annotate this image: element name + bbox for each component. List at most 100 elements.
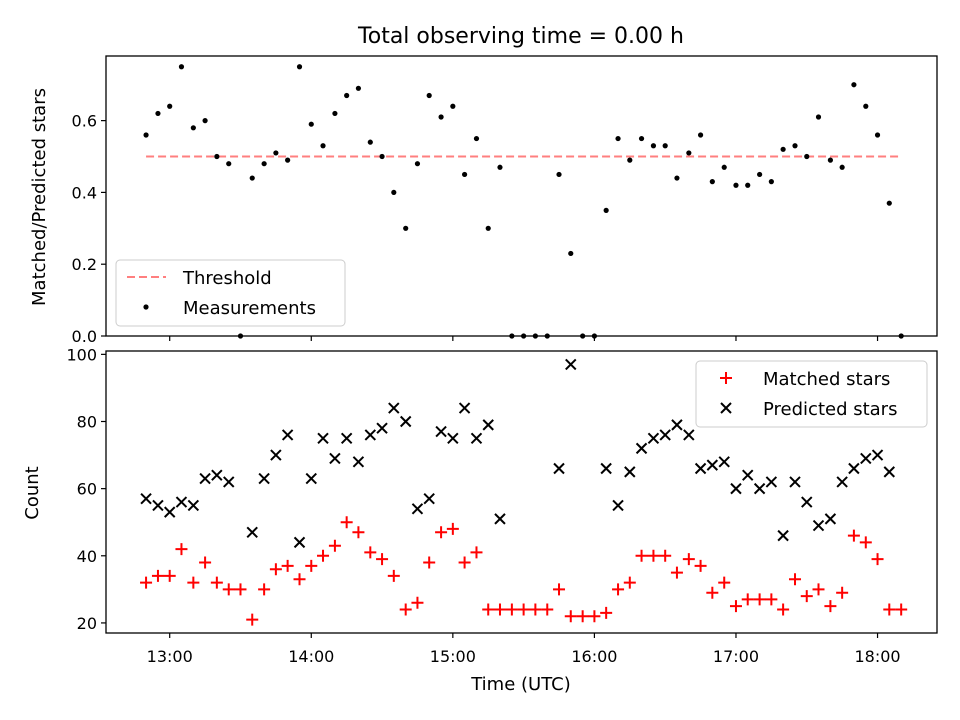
matched-star-point xyxy=(824,600,837,613)
count-y-tick-label: 20 xyxy=(77,614,97,633)
matched-star-point xyxy=(482,603,495,616)
measurement-point xyxy=(650,143,657,149)
matched-star-point xyxy=(293,573,306,586)
matched-star-point xyxy=(493,603,506,616)
count-y-tick-label: 40 xyxy=(77,547,97,566)
ratio-x-ticks xyxy=(169,336,879,341)
matched-star-point xyxy=(647,549,660,562)
predicted-star-point xyxy=(860,452,872,465)
measurement-point xyxy=(568,250,574,257)
predicted-star-point xyxy=(777,529,789,542)
measurement-point xyxy=(308,121,314,127)
measurement-point xyxy=(839,164,845,170)
predicted-star-point xyxy=(447,432,459,444)
matched-star-point xyxy=(659,549,672,562)
matched-star-point xyxy=(423,556,436,569)
count-panel: 20 40 60 80 100 13:00 14:00 15:00 16:00 17:00 18:… xyxy=(22,345,938,695)
measurement-point xyxy=(391,189,397,196)
matched-star-point xyxy=(281,559,294,572)
matched-star-point xyxy=(458,556,471,569)
matched-star-point xyxy=(446,522,459,535)
matched-star-point xyxy=(612,583,625,596)
matched-star-point xyxy=(541,603,554,616)
matched-star-point xyxy=(199,556,212,569)
matched-star-point xyxy=(529,603,542,616)
measurement-point xyxy=(461,171,468,178)
predicted-star-point xyxy=(730,482,742,495)
ratio-y-tick-label: 0.6 xyxy=(72,112,97,131)
matched-star-point xyxy=(800,590,813,603)
matched-star-point xyxy=(411,596,424,609)
matched-star-point xyxy=(564,610,577,623)
measurement-point xyxy=(815,114,822,120)
measurement-point xyxy=(638,135,645,142)
measurement-point xyxy=(851,82,857,88)
measurement-point xyxy=(355,85,362,91)
matched-star-point xyxy=(694,559,707,572)
predicted-star-point xyxy=(706,459,719,471)
measurement-point xyxy=(863,103,869,109)
predicted-star-point xyxy=(718,456,730,468)
ratio-y-axis-label: Matched/Predicted stars xyxy=(29,88,50,306)
count-x-ticks: 13:00 14:00 15:00 16:00 17:00 18:00 xyxy=(147,633,901,666)
matched-star-point xyxy=(588,610,601,623)
predicted-star-point xyxy=(624,466,636,478)
matched-star-point xyxy=(163,569,176,582)
measurement-point xyxy=(686,150,692,156)
x-tick-label: 15:00 xyxy=(430,647,476,666)
predicted-star-point xyxy=(423,493,435,505)
measurement-point xyxy=(804,153,810,160)
legend-measurements-swatch xyxy=(143,304,149,310)
legend-measurements-label: Measurements xyxy=(183,298,316,319)
count-y-axis-label: Count xyxy=(22,466,43,519)
predicted-star-point xyxy=(683,429,695,441)
matched-star-point xyxy=(258,583,271,596)
matched-star-point xyxy=(328,539,341,552)
matched-star-point xyxy=(387,569,400,582)
x-tick-label: 14:00 xyxy=(288,647,334,666)
predicted-star-point xyxy=(140,493,152,505)
count-y-ticks: 20 40 60 80 100 xyxy=(66,345,106,633)
matched-star-point xyxy=(364,546,377,559)
matched-star-point xyxy=(140,576,153,589)
measurement-point xyxy=(214,153,220,160)
matched-star-point xyxy=(187,576,200,589)
predicted-star-point xyxy=(494,513,506,525)
predicted-star-point xyxy=(305,472,317,485)
predicted-star-point xyxy=(812,519,825,532)
predicted-star-point xyxy=(801,496,813,508)
x-tick-label: 13:00 xyxy=(147,647,193,666)
predicted-star-point xyxy=(376,422,388,434)
matched-star-point xyxy=(859,536,872,549)
ratio-plot-frame xyxy=(105,55,938,337)
measurement-point xyxy=(603,207,609,213)
measurement-point xyxy=(556,171,562,178)
legend-threshold-label: Threshold xyxy=(182,268,272,289)
predicted-star-point xyxy=(612,499,624,512)
measurement-point xyxy=(332,110,338,117)
measurement-point xyxy=(296,64,303,70)
predicted-star-point xyxy=(329,452,341,465)
predicted-star-point xyxy=(364,429,377,441)
matched-star-point xyxy=(399,603,412,616)
predicted-star-point xyxy=(399,415,412,428)
measurement-point xyxy=(261,161,267,167)
measurement-point xyxy=(874,132,881,138)
ratio-y-tick-label: 0.0 xyxy=(72,327,97,346)
matched-star-point xyxy=(234,583,247,596)
ratio-legend-box xyxy=(115,259,346,327)
x-tick-label: 17:00 xyxy=(713,647,759,666)
x-tick-label: 18:00 xyxy=(854,647,900,666)
matched-star-point xyxy=(210,576,223,589)
measurement-point xyxy=(155,110,161,117)
measurement-point xyxy=(367,139,373,145)
legend-predicted-label: Predicted stars xyxy=(763,399,897,420)
matched-star-point xyxy=(706,586,719,599)
ratio-y-tick-label: 0.2 xyxy=(72,255,97,274)
predicted-star-point xyxy=(836,476,848,488)
predicted-star-point xyxy=(824,513,837,525)
predicted-star-point xyxy=(246,526,258,538)
predicted-star-point xyxy=(187,499,200,512)
predicted-star-point xyxy=(742,469,754,481)
matched-star-point xyxy=(635,549,648,562)
